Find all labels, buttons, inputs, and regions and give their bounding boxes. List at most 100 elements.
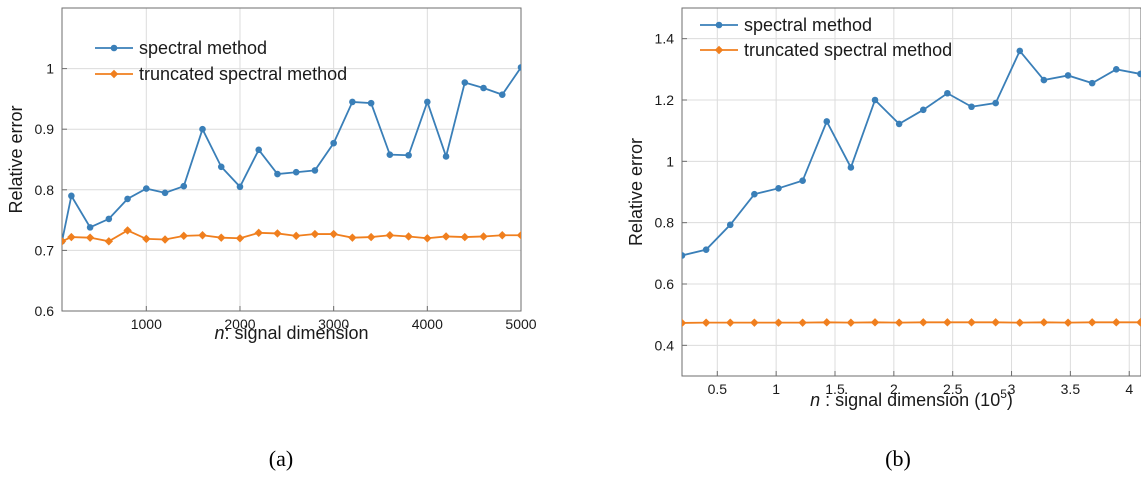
legend-label: spectral method [744, 15, 872, 35]
x-tick-label: 5000 [505, 316, 536, 332]
legend: spectral method truncated spectral method [95, 38, 347, 84]
x-tick-label: 3 [1008, 381, 1016, 397]
y-tick-label: 0.8 [655, 215, 675, 231]
data-point-spectral [1016, 47, 1024, 55]
data-point-spectral [405, 151, 412, 159]
data-point-spectral [274, 170, 281, 178]
y-tick-label: 0.6 [35, 303, 55, 319]
x-tick-label: 3000 [318, 316, 349, 332]
data-point-truncated [750, 318, 759, 327]
data-point-spectral [1040, 76, 1048, 84]
panel-caption: (a) [269, 446, 293, 471]
data-point-truncated [404, 232, 413, 241]
x-axis-label-tail: ) [1007, 390, 1013, 410]
data-point-spectral [480, 84, 487, 92]
x-tick-label: 4000 [412, 316, 443, 332]
data-point-spectral [386, 151, 394, 158]
chart-panel-a: 1000 2000 3000 4000 5000 0.6 0.7 0.8 0.9 1 Relativ… [6, 7, 537, 471]
legend-label: truncated spectral method [139, 64, 347, 84]
x-axis-label-text: : signal dimension (10 [820, 390, 1000, 410]
data-point-spectral [498, 91, 506, 98]
x-tick-label: 2000 [224, 316, 255, 332]
data-point-truncated [441, 232, 451, 241]
data-point-truncated [870, 318, 880, 327]
data-point-truncated [67, 232, 76, 242]
data-point-spectral [330, 139, 337, 147]
series-layer [62, 64, 521, 246]
legend-marker [715, 21, 723, 29]
data-point-spectral [461, 79, 469, 86]
legend: spectral method truncated spectral method [700, 15, 952, 60]
y-tick-label: 1 [46, 61, 54, 77]
data-point-spectral [311, 167, 319, 174]
data-point-truncated [385, 231, 395, 240]
data-point-truncated [160, 235, 170, 244]
x-axis-label: n : signal dimension (105) [810, 387, 1013, 410]
y-tick-label: 1 [666, 153, 674, 169]
x-tick-label: 1 [772, 381, 780, 397]
legend-label: spectral method [139, 38, 267, 58]
x-tick-label: 0.5 [708, 381, 728, 397]
data-point-truncated [1136, 318, 1141, 327]
data-point-spectral [442, 153, 450, 160]
data-point-truncated [1087, 318, 1097, 327]
legend-marker [714, 45, 724, 55]
data-point-spectral [1064, 72, 1072, 79]
data-point-truncated [85, 233, 95, 242]
data-point-spectral [292, 168, 300, 176]
legend-marker [110, 44, 118, 52]
data-point-spectral [424, 98, 431, 106]
series-line-spectral [62, 66, 521, 242]
legend-label: truncated spectral method [744, 40, 952, 60]
data-point-spectral [161, 189, 169, 197]
data-point-truncated [198, 231, 207, 240]
data-point-truncated [460, 232, 469, 242]
data-point-truncated [254, 228, 263, 238]
x-tick-label: 4 [1125, 381, 1133, 397]
data-point-truncated [329, 229, 338, 239]
data-point-truncated [894, 318, 904, 327]
data-point-truncated [919, 318, 928, 327]
data-point-spectral [124, 195, 131, 203]
data-point-spectral [217, 163, 225, 171]
data-point-spectral [682, 252, 686, 259]
x-tick-label: 3.5 [1061, 381, 1081, 397]
x-tick-label: 1000 [131, 316, 162, 332]
data-point-truncated [1063, 318, 1073, 327]
y-axis-label: Relative error [626, 138, 646, 246]
data-point-spectral [236, 183, 244, 191]
x-axis-label-var: n [214, 323, 224, 343]
data-point-truncated [516, 231, 521, 240]
data-point-spectral [1137, 70, 1141, 78]
y-tick-label: 0.4 [655, 337, 675, 353]
x-axis-label-var: n [810, 390, 820, 410]
data-point-truncated [123, 226, 132, 235]
data-point-truncated [1039, 318, 1049, 327]
data-point-spectral [199, 125, 206, 133]
data-point-spectral [68, 192, 75, 200]
data-point-truncated [822, 318, 831, 327]
data-point-truncated [498, 231, 507, 240]
data-point-spectral [349, 98, 356, 106]
y-tick-label: 0.6 [655, 276, 675, 292]
data-point-spectral [751, 190, 758, 198]
data-point-spectral [799, 177, 806, 184]
data-point-truncated [726, 318, 735, 327]
data-point-truncated [104, 237, 114, 246]
data-point-truncated [682, 318, 687, 328]
data-point-spectral [968, 103, 975, 111]
series-layer [682, 47, 1141, 328]
data-point-spectral [105, 215, 113, 223]
legend-marker [109, 69, 119, 79]
y-axis-label: Relative error [6, 105, 26, 213]
data-point-truncated [774, 318, 783, 327]
y-tick-label: 1.2 [655, 92, 675, 108]
data-point-spectral [726, 221, 734, 229]
data-point-spectral [367, 99, 375, 107]
data-point-truncated [798, 318, 807, 327]
data-point-spectral [86, 224, 94, 231]
plot-frame [681, 7, 1141, 377]
data-point-spectral [775, 185, 782, 192]
series-line-truncated [62, 229, 521, 243]
